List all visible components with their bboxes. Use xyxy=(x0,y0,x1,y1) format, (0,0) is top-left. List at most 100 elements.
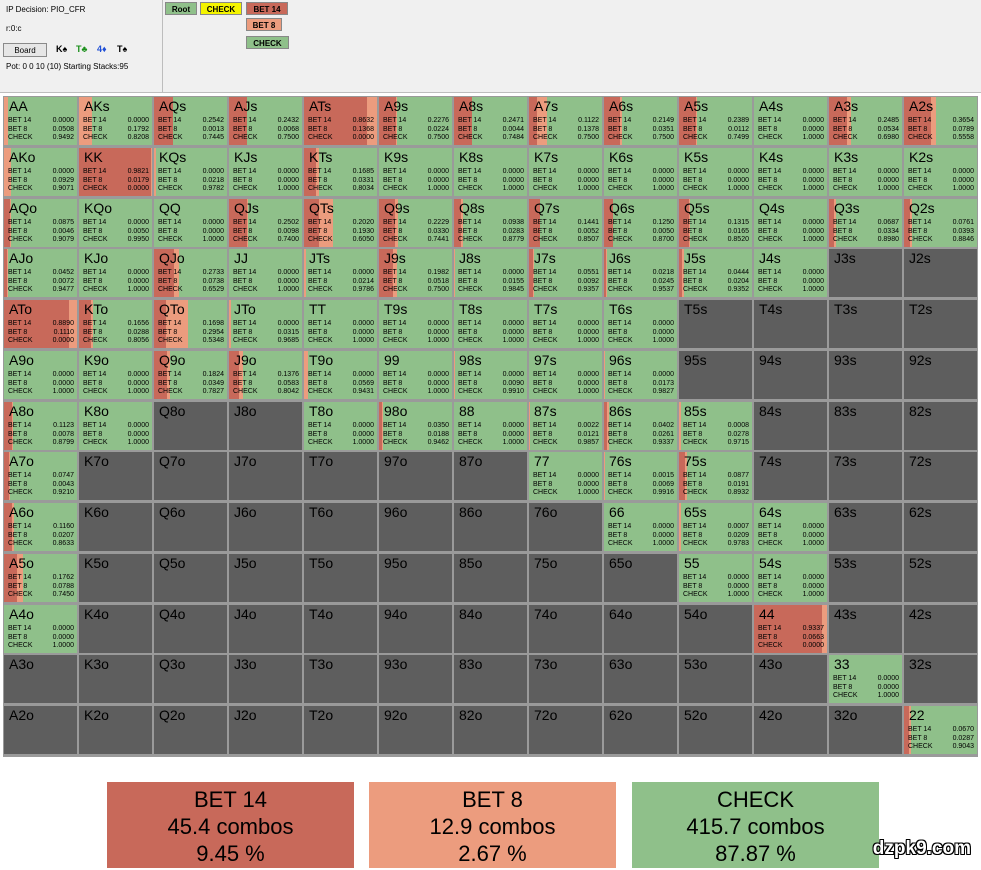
hand-cell[interactable]: 92o xyxy=(379,706,452,754)
hand-cell[interactable]: K6o xyxy=(79,503,152,551)
hand-cell[interactable]: J5o xyxy=(229,554,302,602)
hand-cell[interactable]: J7s BET 14 0.0551 BET 8 0.0092 CHECK 0.9357 xyxy=(529,249,602,297)
hand-cell[interactable]: 43o xyxy=(754,655,827,703)
hand-cell[interactable]: Q2o xyxy=(154,706,227,754)
hand-cell[interactable]: AKo BET 14 0.0000 BET 8 0.0929 CHECK 0.9071 xyxy=(4,148,77,196)
hand-cell[interactable]: A2o xyxy=(4,706,77,754)
hand-cell[interactable]: Q8o xyxy=(154,402,227,450)
hand-cell[interactable]: 95s xyxy=(679,351,752,399)
hand-cell[interactable]: A9o BET 14 0.0000 BET 8 0.0000 CHECK 1.0000 xyxy=(4,351,77,399)
hand-cell[interactable]: 65s BET 14 0.0007 BET 8 0.0209 CHECK 0.9783 xyxy=(679,503,752,551)
hand-cell[interactable]: J3o xyxy=(229,655,302,703)
hand-cell[interactable]: A4s BET 14 0.0000 BET 8 0.0000 CHECK 1.0000 xyxy=(754,97,827,145)
hand-cell[interactable]: QJs BET 14 0.2502 BET 8 0.0098 CHECK 0.7400 xyxy=(229,199,302,247)
hand-cell[interactable]: AQo BET 14 0.0875 BET 8 0.0046 CHECK 0.9079 xyxy=(4,199,77,247)
hand-cell[interactable]: 73s xyxy=(829,452,902,500)
hand-cell[interactable]: A7s BET 14 0.1122 BET 8 0.1378 CHECK 0.7500 xyxy=(529,97,602,145)
hand-cell[interactable]: Q5o xyxy=(154,554,227,602)
hand-cell[interactable]: K6s BET 14 0.0000 BET 8 0.0000 CHECK 1.0000 xyxy=(604,148,677,196)
hand-cell[interactable]: T5o xyxy=(304,554,377,602)
hand-cell[interactable]: T2s xyxy=(904,300,977,348)
hand-cell[interactable]: KQs BET 14 0.0000 BET 8 0.0218 CHECK 0.9782 xyxy=(154,148,227,196)
hand-cell[interactable]: K3s BET 14 0.0000 BET 8 0.0000 CHECK 1.0000 xyxy=(829,148,902,196)
hand-cell[interactable]: A8o BET 14 0.1123 BET 8 0.0078 CHECK 0.8799 xyxy=(4,402,77,450)
hand-cell[interactable]: Q8s BET 14 0.0938 BET 8 0.0283 CHECK 0.8779 xyxy=(454,199,527,247)
hand-cell[interactable]: 82o xyxy=(454,706,527,754)
hand-cell[interactable]: 93o xyxy=(379,655,452,703)
hand-cell[interactable]: KTo BET 14 0.1656 BET 8 0.0288 CHECK 0.8056 xyxy=(79,300,152,348)
hand-cell[interactable]: T9o BET 14 0.0000 BET 8 0.0569 CHECK 0.9431 xyxy=(304,351,377,399)
hand-cell[interactable]: AQs BET 14 0.2542 BET 8 0.0013 CHECK 0.7445 xyxy=(154,97,227,145)
hand-cell[interactable]: T5s xyxy=(679,300,752,348)
hand-cell[interactable]: Q4o xyxy=(154,605,227,653)
hand-cell[interactable]: J2o xyxy=(229,706,302,754)
hand-cell[interactable]: 52s xyxy=(904,554,977,602)
hand-cell[interactable]: 75s BET 14 0.0877 BET 8 0.0191 CHECK 0.8932 xyxy=(679,452,752,500)
hand-cell[interactable]: 63o xyxy=(604,655,677,703)
hand-cell[interactable]: AJs BET 14 0.2432 BET 8 0.0068 CHECK 0.7500 xyxy=(229,97,302,145)
hand-cell[interactable]: K4o xyxy=(79,605,152,653)
hand-cell[interactable]: 32s xyxy=(904,655,977,703)
hand-cell[interactable]: K9s BET 14 0.0000 BET 8 0.0000 CHECK 1.0000 xyxy=(379,148,452,196)
hand-cell[interactable]: Q7o xyxy=(154,452,227,500)
hand-cell[interactable]: 99 BET 14 0.0000 BET 8 0.0000 CHECK 1.0000 xyxy=(379,351,452,399)
hand-cell[interactable]: Q9s BET 14 0.2229 BET 8 0.0330 CHECK 0.7441 xyxy=(379,199,452,247)
tree-node-check-after[interactable]: CHECK xyxy=(246,36,289,49)
hand-cell[interactable]: 63s xyxy=(829,503,902,551)
hand-cell[interactable]: J9o BET 14 0.1376 BET 8 0.0583 CHECK 0.8042 xyxy=(229,351,302,399)
hand-cell[interactable]: A6s BET 14 0.2149 BET 8 0.0351 CHECK 0.7500 xyxy=(604,97,677,145)
hand-cell[interactable]: ATs BET 14 0.8632 BET 8 0.1368 CHECK 0.0000 xyxy=(304,97,377,145)
hand-cell[interactable]: T7s BET 14 0.0000 BET 8 0.0000 CHECK 1.0000 xyxy=(529,300,602,348)
hand-cell[interactable]: 82s xyxy=(904,402,977,450)
hand-cell[interactable]: Q7s BET 14 0.1441 BET 8 0.0052 CHECK 0.8507 xyxy=(529,199,602,247)
hand-cell[interactable]: 62s xyxy=(904,503,977,551)
hand-cell[interactable]: 83s xyxy=(829,402,902,450)
hand-cell[interactable]: T2o xyxy=(304,706,377,754)
hand-cell[interactable]: 54o xyxy=(679,605,752,653)
hand-cell[interactable]: 96o xyxy=(379,503,452,551)
hand-cell[interactable]: ATo BET 14 0.8890 BET 8 0.1110 CHECK 0.0000 xyxy=(4,300,77,348)
hand-cell[interactable]: 62o xyxy=(604,706,677,754)
hand-cell[interactable]: 86s BET 14 0.0402 BET 8 0.0261 CHECK 0.9337 xyxy=(604,402,677,450)
hand-cell[interactable]: T3o xyxy=(304,655,377,703)
hand-cell[interactable]: T4s xyxy=(754,300,827,348)
hand-cell[interactable]: A3o xyxy=(4,655,77,703)
hand-cell[interactable]: A8s BET 14 0.2471 BET 8 0.0044 CHECK 0.7484 xyxy=(454,97,527,145)
hand-cell[interactable]: 86o xyxy=(454,503,527,551)
hand-cell[interactable]: 76s BET 14 0.0015 BET 8 0.0069 CHECK 0.9916 xyxy=(604,452,677,500)
hand-cell[interactable]: 97o xyxy=(379,452,452,500)
hand-cell[interactable]: J7o xyxy=(229,452,302,500)
hand-cell[interactable]: 96s BET 14 0.0000 BET 8 0.0173 CHECK 0.9827 xyxy=(604,351,677,399)
hand-cell[interactable]: KJo BET 14 0.0000 BET 8 0.0000 CHECK 1.0000 xyxy=(79,249,152,297)
hand-cell[interactable]: T8o BET 14 0.0000 BET 8 0.0000 CHECK 1.0000 xyxy=(304,402,377,450)
hand-cell[interactable]: 88 BET 14 0.0000 BET 8 0.0000 CHECK 1.0000 xyxy=(454,402,527,450)
hand-cell[interactable]: T6o xyxy=(304,503,377,551)
hand-cell[interactable]: K8o BET 14 0.0000 BET 8 0.0000 CHECK 1.0000 xyxy=(79,402,152,450)
hand-cell[interactable]: KTs BET 14 0.1685 BET 8 0.0331 CHECK 0.8034 xyxy=(304,148,377,196)
hand-cell[interactable]: A3s BET 14 0.2485 BET 8 0.0534 CHECK 0.6980 xyxy=(829,97,902,145)
hand-cell[interactable]: J8o xyxy=(229,402,302,450)
hand-cell[interactable]: 94s xyxy=(754,351,827,399)
board-button[interactable]: Board xyxy=(3,43,47,57)
hand-cell[interactable]: Q2s BET 14 0.0761 BET 8 0.0393 CHECK 0.8846 xyxy=(904,199,977,247)
hand-cell[interactable]: 64o xyxy=(604,605,677,653)
hand-cell[interactable]: KK BET 14 0.9821 BET 8 0.0179 CHECK 0.0000 xyxy=(79,148,152,196)
hand-cell[interactable]: 85s BET 14 0.0008 BET 8 0.0278 CHECK 0.9715 xyxy=(679,402,752,450)
tree-node-bet-8[interactable]: BET 8 xyxy=(246,18,282,31)
hand-cell[interactable]: T6s BET 14 0.0000 BET 8 0.0000 CHECK 1.0000 xyxy=(604,300,677,348)
hand-cell[interactable]: K7s BET 14 0.0000 BET 8 0.0000 CHECK 1.0000 xyxy=(529,148,602,196)
tree-node-bet-14[interactable]: BET 14 xyxy=(246,2,288,15)
hand-cell[interactable]: JTo BET 14 0.0000 BET 8 0.0315 CHECK 0.9685 xyxy=(229,300,302,348)
hand-cell[interactable]: QQ BET 14 0.0000 BET 8 0.0000 CHECK 1.0000 xyxy=(154,199,227,247)
hand-cell[interactable]: KQo BET 14 0.0000 BET 8 0.0050 CHECK 0.9950 xyxy=(79,199,152,247)
hand-cell[interactable]: 97s BET 14 0.0000 BET 8 0.0000 CHECK 1.0000 xyxy=(529,351,602,399)
hand-cell[interactable]: 55 BET 14 0.0000 BET 8 0.0000 CHECK 1.0000 xyxy=(679,554,752,602)
hand-cell[interactable]: 65o xyxy=(604,554,677,602)
hand-cell[interactable]: K7o xyxy=(79,452,152,500)
tree-node-check[interactable]: CHECK xyxy=(200,2,242,15)
hand-cell[interactable]: Q9o BET 14 0.1824 BET 8 0.0349 CHECK 0.7827 xyxy=(154,351,227,399)
hand-cell[interactable]: 42s xyxy=(904,605,977,653)
hand-cell[interactable]: K2o xyxy=(79,706,152,754)
hand-cell[interactable]: A9s BET 14 0.2276 BET 8 0.0224 CHECK 0.7500 xyxy=(379,97,452,145)
hand-cell[interactable]: 43s xyxy=(829,605,902,653)
